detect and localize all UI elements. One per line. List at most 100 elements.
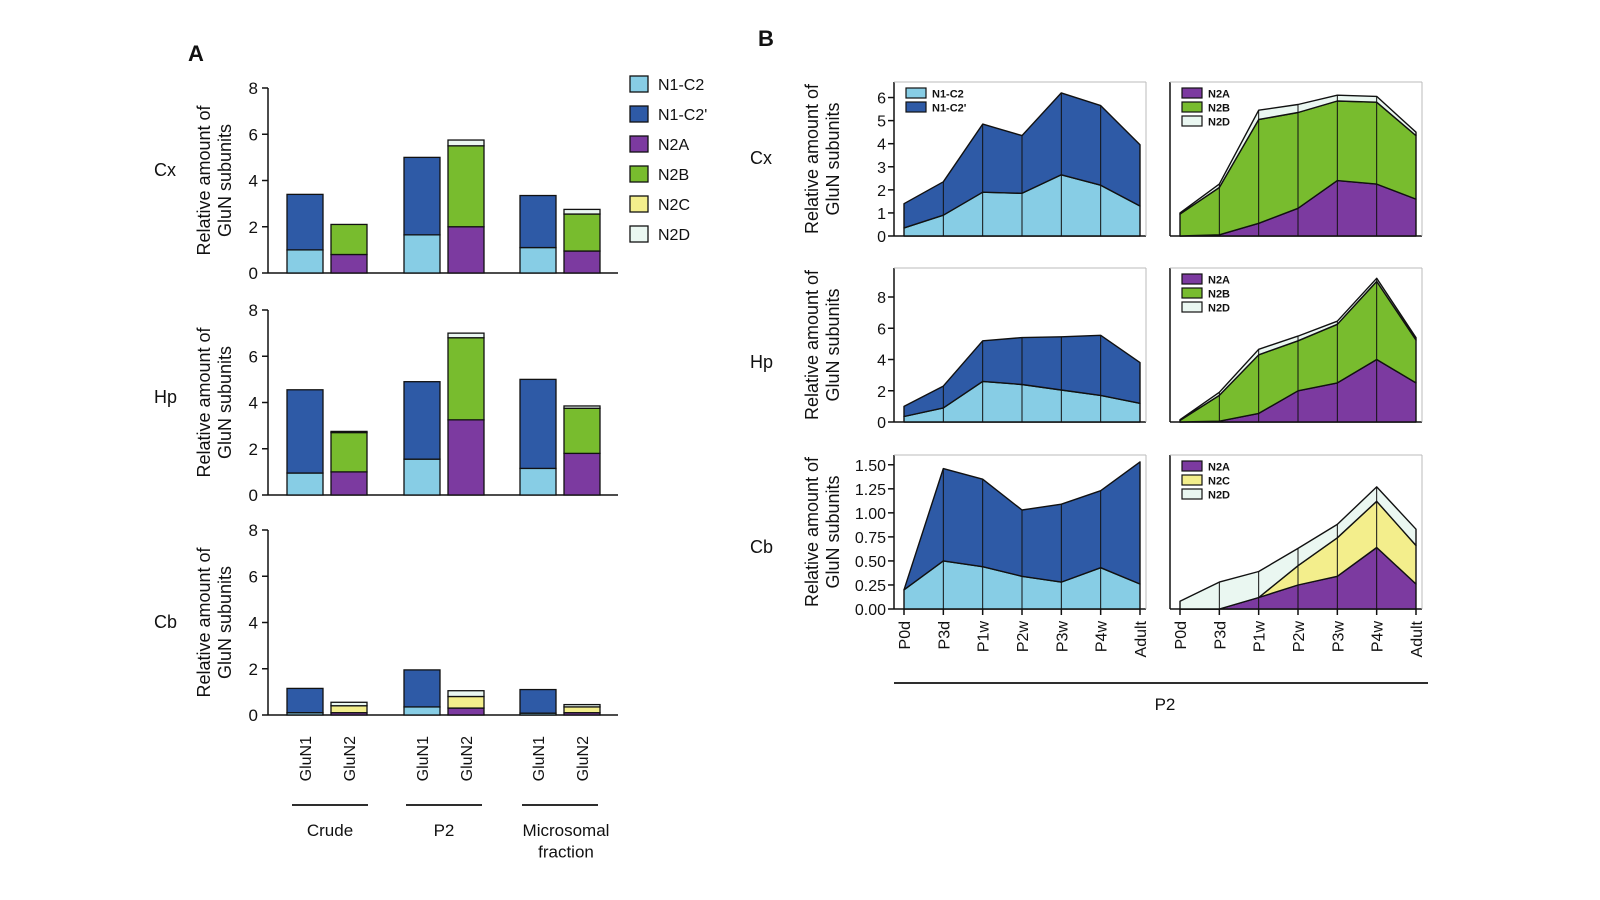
y-tick-label: 0 — [877, 415, 886, 432]
x-tick-label: P2w — [1015, 621, 1032, 653]
y-tick-label: 0.50 — [855, 554, 886, 571]
y-tick-label: 1 — [877, 206, 886, 223]
x-tick-label: P0d — [1173, 621, 1190, 649]
bar-segment-n2d — [330, 701, 368, 707]
legend-label: N2C — [658, 197, 690, 214]
bar-segment-n2d — [563, 405, 601, 409]
legend-cb: N2A N2C N2D — [1181, 460, 1230, 502]
legend-label: N2D — [1208, 117, 1230, 129]
bar-segment-n1-c2 — [403, 458, 441, 496]
y-tick-label: 4 — [249, 614, 258, 633]
x-tick-label: GluN1 — [531, 736, 548, 781]
bar-segment-n2d — [447, 690, 485, 698]
bar-segment-n2d — [563, 703, 601, 708]
y-tick-label: 8 — [877, 290, 886, 307]
legend-swatch — [1181, 115, 1203, 127]
legend-swatch — [1181, 101, 1203, 113]
y-tick-label: 2 — [877, 384, 886, 401]
legend-label: N2B — [1208, 103, 1230, 115]
y-tick-label: 6 — [877, 91, 886, 108]
bar-segment-n2a — [447, 707, 485, 716]
group-label-line2: fraction — [538, 842, 594, 861]
y-tick-label: 1.25 — [855, 482, 886, 499]
bar-segment-n2d — [563, 208, 601, 215]
area-chart-cx-glun1: 0 1 2 3 4 5 6 Relative amount ofGluN subunits N1… — [802, 81, 1147, 246]
legend-label: N1-C2 — [932, 89, 964, 101]
y-tick-label: 0 — [877, 229, 886, 246]
y-tick-label: 2 — [249, 660, 258, 679]
legend-swatch — [629, 195, 649, 213]
bar-segment-n1-c2- — [403, 669, 441, 708]
x-tick-label: Adult — [1409, 620, 1426, 657]
bar-segment-n2a — [330, 471, 368, 496]
panel-a-label: A — [188, 41, 204, 66]
area-chart-cb-glun2: N2A N2C N2D P0d P3d P1w P2w P3w P4w Adult — [1169, 454, 1426, 657]
bar-chart-hp: Relative amount ofGluN subunits 0 2 4 6 8 — [194, 301, 618, 505]
bar-segment-n1-c2- — [403, 156, 441, 236]
bar-segment-n1-c2 — [286, 472, 324, 496]
y-tick-label: 1.00 — [855, 506, 886, 523]
bar-segment-n2a — [563, 452, 601, 496]
group-label: Crude — [307, 821, 353, 840]
y-tick-label: 0.75 — [855, 530, 886, 547]
bar-segment-n1-c2 — [519, 467, 557, 496]
bar-segment-n1-c2- — [519, 194, 557, 249]
y-axis-label-line2: GluN subunits — [215, 566, 235, 679]
bar-segment-n2a — [563, 250, 601, 274]
bar-segment-n2b — [330, 431, 368, 473]
area-chart-hp-glun2: N2A N2B N2D — [1169, 267, 1423, 423]
y-tick-label: 4 — [877, 353, 886, 370]
bar-segment-n2d — [447, 139, 485, 147]
area-chart-hp-glun1: 0 2 4 6 8 Relative amount ofGluN subunits — [802, 267, 1147, 432]
legend-label: N2C — [1208, 476, 1230, 488]
legend-label: N2A — [1208, 89, 1230, 101]
y-axis-label-line2: GluN subunits — [215, 346, 235, 459]
legend-swatch — [905, 87, 927, 99]
legend-swatch — [1181, 87, 1203, 99]
x-tick-label: P2w — [1291, 621, 1308, 653]
bar-segment-n1-c2- — [403, 381, 441, 460]
y-axis-label-line2: GluN subunits — [215, 124, 235, 237]
y-tick-label: 0 — [249, 706, 258, 725]
legend-label: N2A — [1208, 275, 1230, 287]
legend-cx: N2A N2B N2D — [1181, 87, 1230, 129]
y-tick-label: 3 — [877, 160, 886, 177]
bar-segment-n1-c2- — [519, 378, 557, 470]
x-tick-label: P4w — [1094, 621, 1111, 653]
legend-swatch — [629, 165, 649, 183]
bar-segment-n2d — [330, 430, 368, 434]
legend-label: N2B — [658, 167, 689, 184]
legend-swatch — [1181, 287, 1203, 299]
y-axis-label-b-cb: Relative amount ofGluN subunits — [802, 456, 843, 607]
row-label-hp-b: Hp — [750, 352, 773, 372]
bar-chart-cx: Relative amount ofGluN subunits 0 2 4 6 8 N1-C… — [194, 75, 707, 283]
legend-swatch — [1181, 474, 1203, 486]
y-axis-label-cx: Relative amount ofGluN subunits — [194, 104, 235, 255]
x-tick-label: P1w — [1252, 621, 1269, 653]
legend-swatch — [905, 101, 927, 113]
x-tick-label: P3w — [1330, 621, 1347, 653]
bar-segment-n2b — [447, 145, 485, 228]
legend-swatch — [629, 75, 649, 93]
x-tick-label: P0d — [897, 621, 914, 649]
row-label-hp-a: Hp — [154, 387, 177, 407]
bar-segment-n1-c2- — [286, 389, 324, 474]
bar-segment-n1-c2- — [286, 193, 324, 251]
x-tick-label: P1w — [976, 621, 993, 653]
x-tick-label: GluN1 — [415, 736, 432, 781]
row-label-cx-b: Cx — [750, 148, 772, 168]
legend-cx: N1-C2 N1-C2' — [905, 87, 967, 115]
panel-b: 0 1 2 3 4 5 6 Relative amount ofGluN subunits N1… — [802, 81, 1428, 684]
y-tick-label: 0 — [249, 486, 258, 505]
bar-segment-n2c — [447, 695, 485, 709]
bar-segment-n1-c2 — [403, 706, 441, 716]
x-tick-label: GluN2 — [342, 736, 359, 781]
y-tick-label: 5 — [877, 114, 886, 131]
x-tick-label: P3d — [936, 621, 953, 649]
legend-label: N2B — [1208, 289, 1230, 301]
y-tick-label: 8 — [249, 521, 258, 540]
legend-label: N2A — [1208, 462, 1230, 474]
legend-swatch — [1181, 301, 1203, 313]
legend-label: N2D — [1208, 303, 1230, 315]
